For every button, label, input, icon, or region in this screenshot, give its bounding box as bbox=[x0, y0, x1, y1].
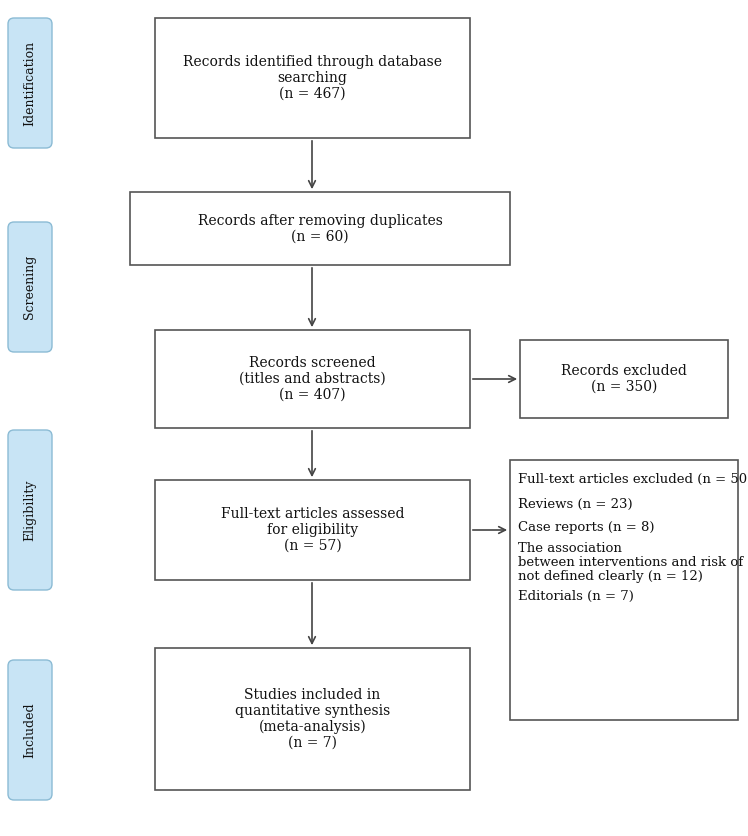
Text: (n = 467): (n = 467) bbox=[279, 87, 346, 101]
Bar bbox=[155, 18, 470, 138]
Text: Records identified through database: Records identified through database bbox=[183, 55, 442, 69]
FancyBboxPatch shape bbox=[8, 222, 52, 352]
Text: Eligibility: Eligibility bbox=[23, 479, 37, 541]
Text: for eligibility: for eligibility bbox=[267, 523, 358, 537]
Text: Full-text articles excluded (n = 50):: Full-text articles excluded (n = 50): bbox=[518, 473, 748, 487]
Text: searching: searching bbox=[278, 71, 347, 85]
Text: (titles and abstracts): (titles and abstracts) bbox=[239, 372, 386, 386]
Text: Records screened: Records screened bbox=[249, 356, 375, 370]
Text: Identification: Identification bbox=[23, 40, 37, 125]
Text: The association: The association bbox=[518, 542, 622, 555]
FancyBboxPatch shape bbox=[8, 660, 52, 800]
FancyBboxPatch shape bbox=[8, 18, 52, 148]
Bar bbox=[155, 330, 470, 428]
Text: Included: Included bbox=[23, 702, 37, 757]
Text: (n = 7): (n = 7) bbox=[288, 736, 337, 750]
Bar bbox=[155, 480, 470, 580]
Text: Editorials (n = 7): Editorials (n = 7) bbox=[518, 590, 634, 603]
Text: between interventions and risk of PD: between interventions and risk of PD bbox=[518, 556, 748, 569]
Text: Full-text articles assessed: Full-text articles assessed bbox=[221, 507, 404, 521]
Text: Records after removing duplicates: Records after removing duplicates bbox=[197, 213, 442, 227]
Bar bbox=[130, 192, 510, 265]
Text: Records excluded: Records excluded bbox=[561, 364, 687, 378]
Bar bbox=[520, 340, 728, 418]
Text: quantitative synthesis: quantitative synthesis bbox=[235, 704, 390, 718]
Text: Case reports (n = 8): Case reports (n = 8) bbox=[518, 521, 654, 534]
Text: Studies included in: Studies included in bbox=[245, 688, 381, 702]
Text: (n = 57): (n = 57) bbox=[283, 539, 341, 553]
Bar bbox=[155, 648, 470, 790]
Text: Reviews (n = 23): Reviews (n = 23) bbox=[518, 498, 633, 511]
FancyBboxPatch shape bbox=[8, 430, 52, 590]
Text: (meta-analysis): (meta-analysis) bbox=[259, 720, 367, 734]
Text: (n = 350): (n = 350) bbox=[591, 380, 657, 394]
Text: Screening: Screening bbox=[23, 255, 37, 319]
Text: not defined clearly (n = 12): not defined clearly (n = 12) bbox=[518, 570, 703, 584]
Text: (n = 60): (n = 60) bbox=[291, 230, 349, 243]
Bar bbox=[510, 460, 738, 720]
Text: (n = 407): (n = 407) bbox=[279, 388, 346, 402]
